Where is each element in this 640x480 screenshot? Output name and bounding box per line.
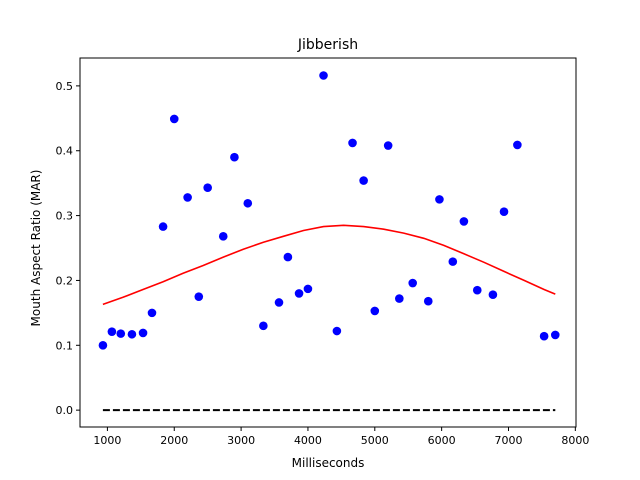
scatter-point bbox=[230, 152, 239, 162]
scatter-point bbox=[158, 222, 168, 231]
scatter-point bbox=[513, 140, 522, 150]
axes: 1000 2000 3000 4000 5000 6000 7000 8000 0.0 0.1 0.… bbox=[56, 57, 589, 447]
y-tick-label: 0.0 bbox=[56, 404, 74, 417]
x-tick-label: 8000 bbox=[561, 434, 589, 447]
x-tick-label: 4000 bbox=[294, 434, 322, 447]
x-tick-label: 6000 bbox=[428, 434, 456, 447]
x-tick-label: 7000 bbox=[494, 434, 522, 447]
scatter-point bbox=[448, 257, 458, 266]
scatter-point bbox=[218, 232, 228, 241]
plot-area bbox=[98, 71, 560, 412]
scatter-point bbox=[274, 298, 284, 307]
y-axis-label: Mouth Aspect Ratio (MAR) bbox=[29, 170, 43, 327]
y-tick-label: 0.4 bbox=[56, 145, 74, 158]
scatter-point bbox=[138, 328, 148, 338]
scatter-point bbox=[348, 138, 357, 148]
scatter-point bbox=[539, 331, 549, 341]
fit-curve bbox=[102, 224, 556, 306]
chart-title: Jibberish bbox=[297, 37, 358, 53]
scatter-point bbox=[395, 294, 404, 303]
y-tick-label: 0.5 bbox=[56, 80, 74, 93]
scatter-point bbox=[259, 321, 268, 331]
x-axis-label: Milliseconds bbox=[292, 456, 365, 470]
x-tick-label: 1000 bbox=[93, 434, 121, 447]
y-tick-label: 0.1 bbox=[56, 339, 74, 352]
scatter-point bbox=[294, 289, 304, 298]
scatter-point bbox=[116, 329, 126, 338]
scatter-point bbox=[98, 340, 108, 350]
scatter-point bbox=[194, 292, 204, 301]
scatter-point bbox=[423, 296, 433, 306]
scatter-point bbox=[203, 183, 212, 193]
scatter-point bbox=[435, 195, 444, 204]
scatter-point bbox=[459, 217, 469, 226]
scatter-point bbox=[303, 284, 313, 294]
scatter-point bbox=[147, 308, 157, 318]
scatter-point bbox=[107, 327, 117, 336]
scatter-point bbox=[127, 329, 137, 339]
y-tick-label: 0.2 bbox=[56, 274, 74, 287]
scatter-point bbox=[383, 141, 393, 150]
scatter-point bbox=[283, 252, 293, 262]
scatter-point bbox=[183, 193, 192, 202]
x-tick-label: 2000 bbox=[160, 434, 188, 447]
scatter-point bbox=[499, 207, 509, 216]
scatter-point bbox=[319, 71, 328, 80]
x-tick-label: 5000 bbox=[361, 434, 389, 447]
scatter-point bbox=[550, 330, 560, 340]
x-tick-label: 3000 bbox=[227, 434, 255, 447]
scatter-point bbox=[370, 306, 380, 316]
y-tick-label: 0.3 bbox=[56, 210, 74, 223]
scatter-point bbox=[169, 114, 179, 124]
scatter-point bbox=[488, 290, 498, 300]
scatter-point bbox=[243, 198, 253, 208]
axes-frame bbox=[79, 57, 577, 428]
scatter-point bbox=[408, 278, 417, 288]
scatter-point bbox=[472, 285, 482, 295]
scatter-point bbox=[359, 176, 368, 185]
scatter-point bbox=[332, 326, 342, 336]
